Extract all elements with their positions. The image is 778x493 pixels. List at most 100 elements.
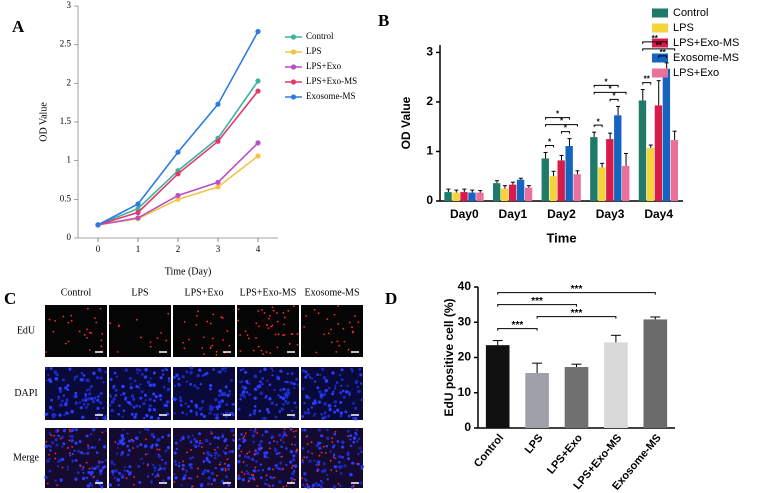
nucleus	[216, 436, 221, 440]
edu-cell	[305, 315, 308, 317]
edu-cell	[269, 315, 271, 317]
nucleus	[121, 437, 125, 441]
bar	[606, 139, 614, 201]
edu-cell	[237, 319, 240, 322]
y-axis-label: OD Value	[399, 96, 413, 149]
nucleus	[338, 461, 341, 464]
nucleus	[111, 469, 115, 474]
nucleus	[189, 409, 193, 413]
nucleus	[89, 482, 92, 485]
nucleus	[230, 379, 233, 382]
nucleus	[290, 409, 294, 413]
edu-cell	[191, 485, 194, 488]
edu-cell	[274, 333, 277, 336]
edu-cell	[243, 473, 246, 475]
nucleus	[179, 403, 183, 407]
nucleus	[338, 454, 342, 459]
nucleus	[113, 463, 116, 466]
edu-cell	[224, 462, 226, 465]
bar	[468, 192, 476, 201]
edu-cell	[90, 332, 93, 335]
nucleus	[336, 408, 340, 412]
nucleus	[138, 369, 142, 372]
nucleus	[356, 385, 360, 389]
nucleus	[138, 480, 142, 485]
nucleus	[108, 404, 112, 407]
nucleus	[226, 444, 229, 447]
edu-cell	[197, 310, 200, 313]
nucleus	[90, 397, 94, 401]
nucleus	[215, 416, 219, 420]
x-tick-label: 0	[96, 244, 101, 254]
nucleus	[58, 389, 63, 394]
data-point	[215, 179, 221, 185]
nucleus	[57, 434, 60, 438]
nucleus	[99, 376, 103, 380]
nucleus	[74, 477, 78, 481]
nucleus	[102, 406, 105, 410]
nucleus	[282, 441, 285, 444]
nucleus	[143, 444, 148, 448]
edu-cell	[291, 467, 293, 469]
significance-bracket	[642, 82, 652, 85]
edu-cell	[86, 336, 88, 339]
nucleus	[69, 454, 72, 457]
nucleus	[357, 437, 361, 441]
nucleus	[86, 403, 90, 406]
nucleus	[59, 403, 63, 407]
nucleus	[324, 379, 328, 382]
data-point	[95, 222, 101, 228]
data-line	[97, 90, 259, 226]
panel-letter: D	[385, 289, 397, 308]
nucleus	[87, 397, 91, 401]
nucleus	[149, 415, 154, 420]
nucleus	[224, 438, 228, 442]
nucleus	[320, 412, 324, 416]
nucleus	[215, 405, 218, 409]
nucleus	[173, 376, 176, 379]
significance-label: **	[644, 75, 651, 84]
edu-cell	[101, 332, 104, 335]
nucleus	[173, 473, 176, 476]
nucleus	[310, 377, 314, 380]
nucleus	[278, 410, 282, 413]
nucleus	[148, 383, 153, 387]
nucleus	[90, 470, 94, 474]
edu-cell	[239, 350, 242, 352]
nucleus	[308, 396, 311, 400]
edu-cell	[228, 344, 231, 347]
nucleus	[304, 485, 307, 489]
nucleus	[86, 484, 91, 488]
nucleus	[214, 466, 217, 470]
nucleus	[132, 405, 136, 409]
bar	[549, 176, 557, 201]
nucleus	[289, 381, 294, 385]
nucleus	[71, 459, 75, 463]
edu-cell	[269, 352, 272, 355]
edu-cell	[337, 305, 340, 307]
nucleus	[113, 476, 117, 480]
legend-label: Control	[673, 7, 708, 19]
nucleus	[164, 450, 167, 453]
data-point	[215, 138, 221, 144]
nucleus	[185, 413, 188, 416]
nucleus	[259, 391, 264, 395]
nucleus	[109, 395, 112, 398]
nucleus	[62, 429, 66, 433]
nucleus	[201, 406, 204, 409]
nucleus	[292, 415, 296, 419]
edu-cell	[146, 464, 149, 467]
nucleus	[300, 460, 305, 464]
nucleus	[140, 372, 144, 376]
significance-bracket	[593, 91, 627, 95]
nucleus	[135, 384, 139, 389]
nucleus	[196, 373, 200, 378]
edu-cell	[224, 467, 227, 470]
nucleus	[65, 398, 69, 402]
nucleus	[178, 461, 181, 464]
edu-cell	[210, 483, 213, 486]
edu-cell	[246, 334, 249, 337]
x-tick-label: Day0	[450, 207, 479, 221]
legend-label: Exosome-MS	[673, 52, 739, 64]
nucleus	[232, 439, 235, 442]
